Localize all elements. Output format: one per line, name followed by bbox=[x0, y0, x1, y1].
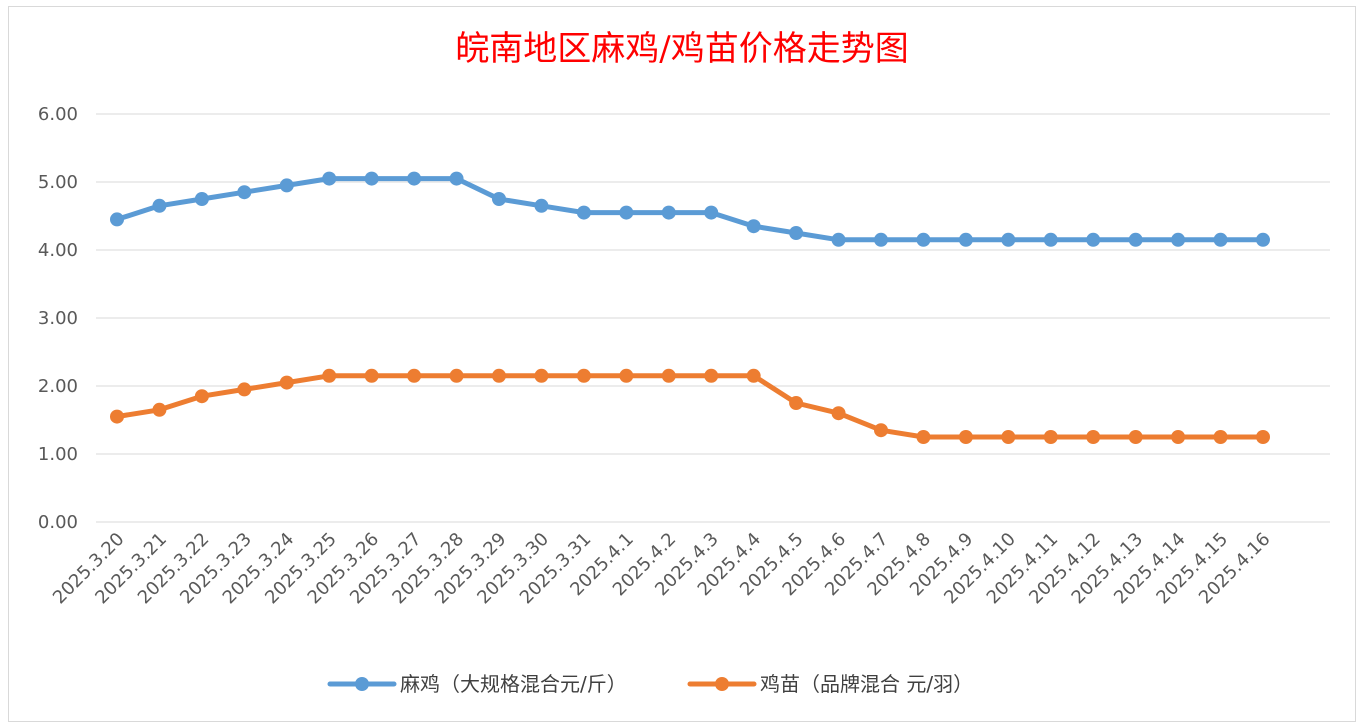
data-point bbox=[364, 171, 379, 186]
data-point bbox=[407, 171, 422, 186]
y-axis: 0.00 1.00 2.00 3.00 4.00 5.00 6.00 bbox=[38, 104, 78, 533]
data-point bbox=[704, 368, 719, 383]
y-tick-label: 1.00 bbox=[38, 444, 78, 465]
data-point bbox=[1086, 232, 1101, 247]
data-point bbox=[619, 368, 634, 383]
legend-item: 麻鸡（大规格混合元/斤） bbox=[327, 672, 627, 696]
series-line bbox=[114, 373, 1266, 440]
data-point bbox=[746, 219, 761, 234]
data-point bbox=[1213, 232, 1228, 247]
data-point bbox=[958, 430, 973, 444]
data-point bbox=[110, 212, 124, 227]
data-point bbox=[576, 368, 591, 383]
data-point bbox=[449, 368, 464, 383]
data-point bbox=[704, 205, 719, 220]
series-layer bbox=[110, 171, 1270, 444]
data-point bbox=[1086, 430, 1101, 444]
data-point bbox=[789, 396, 804, 410]
legend-swatch-marker bbox=[355, 677, 369, 691]
data-point bbox=[916, 430, 931, 444]
series-1 bbox=[110, 171, 1270, 247]
data-point bbox=[576, 205, 591, 220]
series-line bbox=[114, 176, 1266, 243]
x-axis: 2025.3.202025.3.212025.3.222025.3.232025… bbox=[49, 529, 1275, 609]
data-point bbox=[1001, 232, 1016, 247]
data-point bbox=[1043, 232, 1058, 247]
data-point bbox=[831, 232, 846, 247]
data-point bbox=[534, 368, 549, 383]
data-point bbox=[492, 368, 506, 383]
y-tick-label: 3.00 bbox=[38, 308, 78, 329]
data-point bbox=[1171, 232, 1186, 247]
y-tick-label: 0.00 bbox=[38, 512, 78, 533]
data-point bbox=[1128, 430, 1143, 444]
data-point bbox=[364, 368, 379, 383]
legend-item: 鸡苗（品牌混合 元/羽） bbox=[687, 672, 973, 696]
data-point bbox=[746, 368, 761, 383]
data-point bbox=[322, 368, 337, 383]
data-point bbox=[237, 382, 252, 397]
legend-swatch-marker bbox=[715, 677, 729, 691]
data-point bbox=[916, 232, 931, 247]
data-point bbox=[407, 368, 422, 383]
data-point bbox=[279, 375, 294, 390]
data-point bbox=[322, 171, 337, 186]
data-point bbox=[194, 192, 209, 206]
data-point bbox=[1213, 430, 1228, 444]
gridlines bbox=[96, 113, 1330, 523]
y-tick-label: 4.00 bbox=[38, 240, 78, 261]
data-point bbox=[958, 232, 973, 247]
data-point bbox=[619, 205, 634, 220]
data-point bbox=[237, 185, 252, 200]
data-point bbox=[1043, 430, 1058, 444]
series-2 bbox=[110, 368, 1270, 444]
data-point bbox=[1256, 430, 1270, 444]
data-point bbox=[831, 406, 846, 421]
y-tick-label: 6.00 bbox=[38, 104, 78, 125]
data-point bbox=[661, 205, 676, 220]
y-tick-label: 5.00 bbox=[38, 172, 78, 193]
data-point bbox=[1001, 430, 1016, 444]
data-point bbox=[194, 389, 209, 404]
data-point bbox=[1171, 430, 1186, 444]
data-point bbox=[449, 171, 464, 186]
data-point bbox=[110, 409, 124, 424]
data-point bbox=[874, 423, 888, 438]
legend-label: 鸡苗（品牌混合 元/羽） bbox=[760, 672, 973, 696]
chart-frame bbox=[8, 6, 1356, 722]
legend-label: 麻鸡（大规格混合元/斤） bbox=[400, 672, 627, 696]
y-tick-label: 2.00 bbox=[38, 376, 78, 397]
data-point bbox=[874, 232, 888, 247]
legend: 麻鸡（大规格混合元/斤） 鸡苗（品牌混合 元/羽） bbox=[327, 672, 973, 696]
data-point bbox=[492, 192, 506, 206]
data-point bbox=[152, 402, 167, 417]
data-point bbox=[279, 178, 294, 193]
data-point bbox=[789, 226, 804, 240]
chart-title: 皖南地区麻鸡/鸡苗价格走势图 bbox=[455, 29, 908, 69]
data-point bbox=[1256, 232, 1270, 247]
data-point bbox=[1128, 232, 1143, 247]
data-point bbox=[534, 198, 549, 213]
data-point bbox=[661, 368, 676, 383]
data-point bbox=[152, 198, 167, 213]
